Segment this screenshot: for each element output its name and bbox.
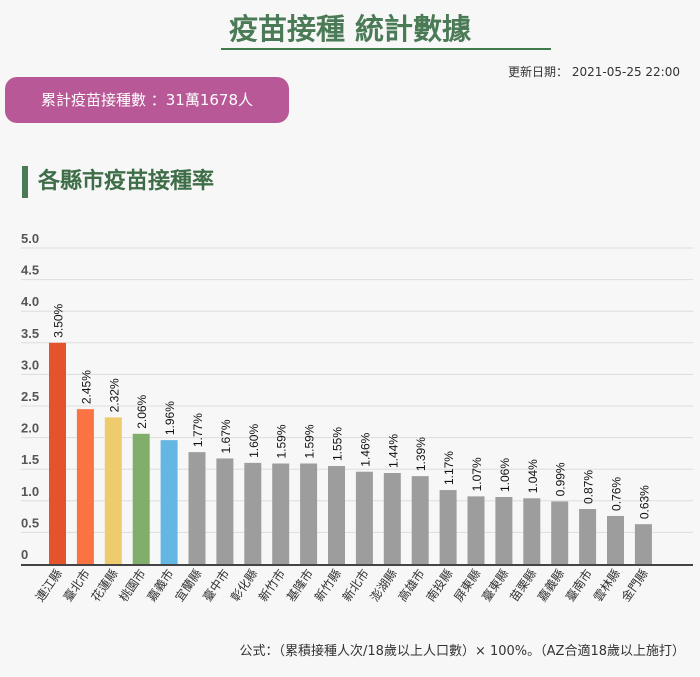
data-label: 0.87% — [582, 470, 596, 504]
y-tick-label: 4.5 — [21, 263, 39, 278]
y-tick-label: 0.5 — [21, 515, 39, 530]
bar — [355, 471, 373, 564]
y-tick-label: 1.0 — [21, 484, 39, 499]
data-label: 1.59% — [275, 424, 289, 458]
bar — [328, 466, 345, 564]
x-tick-label: 澎湖縣 — [367, 566, 400, 604]
bar — [272, 463, 290, 564]
x-tick-label: 臺北市 — [60, 566, 93, 604]
x-tick-label: 金門縣 — [618, 566, 651, 604]
x-tick-label: 基隆市 — [283, 566, 316, 604]
x-tick-label: 桃園市 — [116, 566, 149, 604]
x-tick-label: 臺東縣 — [478, 566, 511, 604]
data-label: 1.06% — [498, 458, 512, 492]
title-underline — [221, 48, 551, 50]
y-tick-label: 5.0 — [21, 231, 39, 246]
section-title: 各縣市疫苗接種率 — [22, 166, 214, 198]
data-label: 1.39% — [414, 437, 428, 471]
bar — [634, 524, 652, 564]
x-tick-label: 臺南市 — [562, 566, 595, 604]
bar — [383, 472, 401, 564]
y-tick-label: 2.5 — [21, 389, 39, 404]
bar — [579, 509, 597, 564]
y-tick-label: 4.0 — [21, 294, 39, 309]
data-label: 3.50% — [52, 303, 66, 337]
data-label: 1.46% — [358, 432, 372, 466]
bar — [607, 515, 624, 564]
x-tick-label: 彰化縣 — [227, 566, 260, 604]
y-tick-label: 1.5 — [21, 452, 39, 467]
x-tick-label: 連江縣 — [33, 567, 65, 605]
bar — [188, 452, 206, 564]
x-tick-label: 臺中市 — [199, 566, 232, 604]
data-label: 1.96% — [163, 401, 177, 435]
formula-note: 公式：（累積接種人次/18歲以上人口數）× 100%。（AZ合適18歲以上施打） — [239, 644, 685, 659]
x-tick-label: 屏東縣 — [451, 567, 483, 605]
data-label: 1.60% — [247, 424, 261, 458]
y-tick-label: 3.0 — [21, 357, 39, 372]
x-tick-label: 新竹縣 — [311, 566, 344, 604]
data-label: 0.76% — [610, 477, 624, 511]
x-tick-label: 南投縣 — [423, 566, 456, 604]
x-tick-label: 嘉義縣 — [534, 566, 567, 604]
bar — [551, 501, 569, 564]
data-label: 0.99% — [554, 462, 568, 496]
data-label: 1.77% — [191, 413, 205, 447]
data-label: 1.67% — [219, 419, 233, 453]
bar — [49, 342, 66, 564]
updated-timestamp: 更新日期： 2021-05-25 22:00 — [508, 65, 680, 79]
data-label: 2.45% — [79, 370, 93, 404]
x-tick-label: 嘉義市 — [144, 566, 177, 604]
x-tick-label: 雲林縣 — [591, 567, 623, 605]
bar — [244, 462, 262, 564]
x-tick-label: 苗栗縣 — [507, 567, 539, 605]
data-label: 2.32% — [107, 378, 121, 412]
bar — [132, 433, 150, 564]
bar — [160, 440, 178, 564]
y-tick-label: 3.5 — [21, 326, 39, 341]
bar — [411, 476, 429, 564]
bar — [216, 458, 234, 564]
x-tick-label: 新竹市 — [255, 566, 288, 604]
total-vaccinations-badge: 累計疫苗接種數 ：31萬1678人 — [5, 77, 289, 123]
x-tick-label: 新北市 — [339, 566, 372, 604]
bar — [104, 417, 122, 564]
bar — [495, 497, 513, 564]
y-tick-label: 0 — [21, 547, 28, 562]
data-label: 2.06% — [135, 394, 149, 428]
x-tick-label: 高雄市 — [395, 566, 428, 604]
bar — [523, 498, 541, 564]
page-title: 疫苗接種 統計數據 — [228, 12, 472, 46]
y-tick-label: 2.0 — [21, 421, 39, 436]
data-label: 1.55% — [331, 427, 345, 461]
data-label: 1.59% — [303, 424, 317, 458]
data-label: 1.04% — [526, 459, 540, 493]
bar — [439, 490, 457, 564]
bar — [467, 496, 485, 564]
x-tick-label: 花蓮縣 — [88, 566, 121, 604]
data-label: 0.63% — [637, 485, 651, 519]
data-label: 1.44% — [386, 434, 400, 468]
bar — [300, 463, 318, 564]
data-label: 1.17% — [442, 451, 456, 485]
data-label: 1.07% — [470, 457, 484, 491]
bar — [76, 409, 94, 564]
x-tick-label: 宜蘭縣 — [172, 566, 205, 604]
